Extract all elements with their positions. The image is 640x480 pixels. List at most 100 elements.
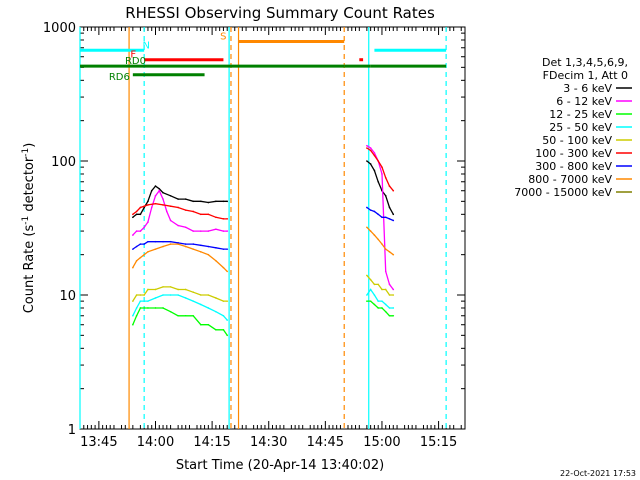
series-point <box>207 230 210 232</box>
series-point <box>381 307 383 309</box>
series-point <box>184 314 187 317</box>
x-axis-label: Start Time (20-Apr-14 13:40:02) <box>176 458 384 473</box>
series-point <box>207 201 210 204</box>
series-point <box>147 204 149 206</box>
series-point <box>199 303 202 306</box>
series-point <box>139 256 142 259</box>
series-point <box>215 259 217 262</box>
series-point <box>162 204 164 206</box>
series-point <box>388 206 391 209</box>
series-point <box>192 243 195 245</box>
series-point <box>215 200 217 203</box>
series-point <box>384 303 387 306</box>
series-point <box>377 213 379 216</box>
series-point <box>388 283 391 286</box>
series-point <box>135 210 138 213</box>
series-point <box>147 221 149 223</box>
series-point <box>169 286 172 288</box>
series-point <box>154 194 157 197</box>
series-point <box>192 248 195 250</box>
series-point <box>369 209 372 211</box>
series-point <box>384 248 387 250</box>
series-point <box>162 307 164 309</box>
vertical-markers <box>79 27 447 429</box>
series-point <box>132 314 134 317</box>
series-point <box>166 210 168 213</box>
series-point <box>369 147 372 149</box>
series-point <box>199 230 202 232</box>
series-point <box>177 198 179 200</box>
y-tick-label: 1 <box>68 423 76 438</box>
series-point <box>177 242 179 244</box>
y-tick-label: 10 <box>59 289 76 304</box>
series-point <box>366 274 368 277</box>
series-point <box>132 213 134 216</box>
series-point <box>366 147 368 149</box>
series-point <box>222 230 225 232</box>
series-point <box>222 314 225 317</box>
series-line <box>366 147 394 192</box>
series-point <box>154 288 157 291</box>
series-point <box>154 248 157 250</box>
series-point <box>154 202 157 205</box>
chart-title: RHESSI Observing Summary Count Rates <box>125 4 435 22</box>
series-line <box>132 243 228 272</box>
series-point <box>184 245 187 248</box>
series-point <box>154 307 157 309</box>
series-line <box>132 307 228 336</box>
series-point <box>199 200 202 203</box>
series-point <box>207 253 210 256</box>
series-point <box>369 230 372 232</box>
series-line <box>366 274 394 296</box>
series-point <box>135 259 138 262</box>
series-point <box>154 240 157 243</box>
series-point <box>366 300 368 302</box>
series-point <box>132 248 134 250</box>
series-point <box>373 283 376 286</box>
series-line <box>366 160 394 215</box>
series-point <box>143 226 145 229</box>
plot-frame <box>79 26 466 430</box>
series-point <box>222 328 225 331</box>
series-point <box>184 226 187 229</box>
series-point <box>366 294 368 296</box>
series-point <box>139 243 142 245</box>
series-point <box>192 300 195 302</box>
series-point <box>384 194 387 197</box>
y-tick-label: 100 <box>51 155 76 170</box>
series-point <box>199 323 202 326</box>
series-point <box>184 209 187 211</box>
y-axis-label-end: ) <box>22 143 37 148</box>
series-line <box>132 185 228 218</box>
series-point <box>207 213 210 216</box>
series-point <box>207 294 210 296</box>
series-point <box>143 294 145 296</box>
series-point <box>192 210 195 213</box>
series-line <box>132 294 228 321</box>
legend-entry-label: 7000 - 15000 keV <box>514 186 612 199</box>
legend-entry-label: 6 - 12 keV <box>556 95 612 108</box>
series-point <box>147 288 149 291</box>
series-point <box>381 166 383 168</box>
series-point <box>215 310 217 313</box>
flag-label: S <box>220 31 226 42</box>
series-point <box>132 216 134 219</box>
series-point <box>147 300 149 302</box>
series-point <box>199 294 202 296</box>
legend-entry-label: 25 - 50 keV <box>549 121 612 134</box>
series-point <box>139 206 142 209</box>
series-point <box>184 243 187 245</box>
series-point <box>392 294 395 296</box>
series-point <box>226 248 229 250</box>
series-point <box>169 243 172 245</box>
series-point <box>392 314 395 317</box>
series-point <box>132 300 134 302</box>
series-point <box>184 297 187 299</box>
series-point <box>369 300 372 302</box>
series-point <box>215 297 217 299</box>
series-point <box>143 253 145 256</box>
series-point <box>222 266 225 269</box>
series-point <box>192 230 195 232</box>
series-point <box>377 160 379 162</box>
series-point <box>147 200 149 203</box>
